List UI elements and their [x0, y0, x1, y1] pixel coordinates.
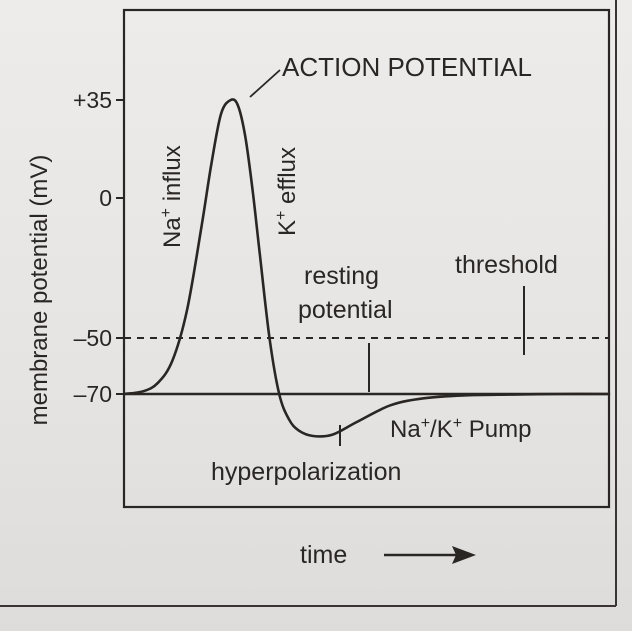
time-arrow-icon: [452, 546, 476, 564]
action-potential-label: ACTION POTENTIAL: [282, 52, 532, 82]
resting-potential-label-line2: potential: [298, 296, 393, 324]
y-tick-label: +35: [73, 87, 112, 113]
y-axis-label: membrane potential (mV): [26, 155, 53, 426]
action-potential-leader: [249, 69, 281, 98]
na-k-pump-label: Na+/K+ Pump: [390, 415, 531, 443]
plot-frame: [122, 8, 611, 509]
y-axis-ticks: +35 0 –50 –70: [73, 87, 124, 407]
y-tick-label: –70: [74, 381, 112, 407]
k-efflux-label: K+ efflux: [273, 147, 301, 236]
y-tick-label: 0: [99, 185, 112, 211]
y-tick-label: –50: [74, 325, 112, 351]
resting-potential-label-line1: resting: [304, 262, 379, 290]
x-axis-label: time: [300, 541, 347, 569]
threshold-label: threshold: [455, 251, 558, 279]
action-potential-curve: [122, 98, 611, 438]
na-influx-label: Na+ influx: [158, 145, 186, 248]
hyperpolarization-label: hyperpolarization: [211, 458, 401, 486]
